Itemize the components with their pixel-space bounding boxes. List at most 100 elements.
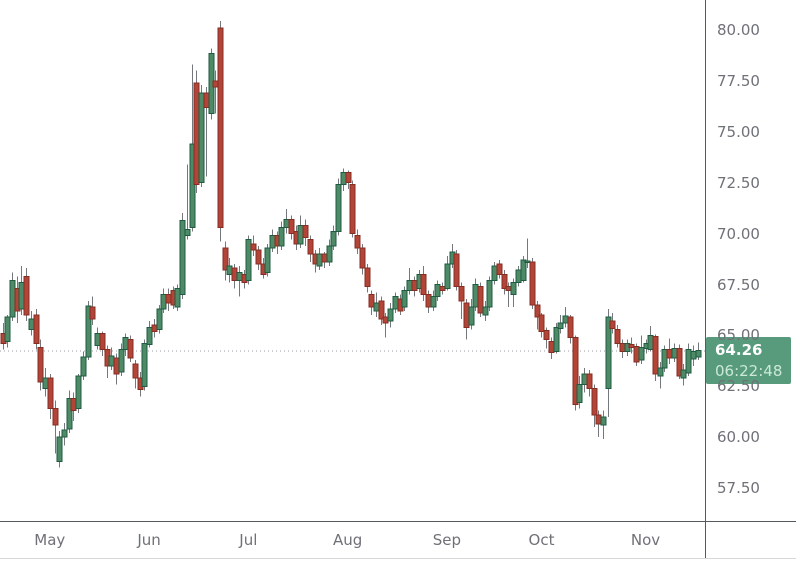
candle-up xyxy=(245,239,252,281)
candle-up xyxy=(264,247,271,273)
candle-down xyxy=(529,261,536,306)
candle-up xyxy=(605,316,612,389)
time-axis[interactable]: May Jun Jul Aug Sep Oct Nov xyxy=(0,521,796,558)
candle-up xyxy=(4,316,11,343)
candle-up xyxy=(661,349,668,369)
candle-down xyxy=(99,332,106,351)
candle-down xyxy=(458,286,465,302)
candle-up xyxy=(28,318,35,330)
candle-up xyxy=(146,326,153,346)
candle-up xyxy=(326,245,333,263)
candle-up xyxy=(179,219,186,296)
candle-up xyxy=(156,308,163,330)
candle-up xyxy=(373,302,380,312)
candle-up xyxy=(434,284,441,298)
candle-up xyxy=(330,231,337,247)
candle-up xyxy=(680,369,687,379)
candle-up xyxy=(236,271,243,281)
candle-up xyxy=(85,305,92,358)
candle-down xyxy=(33,314,40,345)
candle-up xyxy=(42,377,49,389)
candle-down xyxy=(307,239,314,255)
candle-down xyxy=(591,387,598,416)
candlestick-plot-area[interactable] xyxy=(0,0,705,521)
time-tick-label: Aug xyxy=(332,530,363,549)
candle-up xyxy=(553,326,560,353)
price-tick-label: 67.50 xyxy=(717,275,760,294)
candle-down xyxy=(609,320,616,329)
candle-down xyxy=(345,172,352,184)
candle-down xyxy=(288,218,295,235)
candle-up xyxy=(524,260,531,263)
candle-up xyxy=(600,416,607,426)
candle-up xyxy=(66,398,73,430)
candle-up xyxy=(430,296,437,308)
candle-down xyxy=(619,343,626,353)
candle-up xyxy=(141,343,148,387)
candle-down xyxy=(567,316,574,338)
candle-up xyxy=(401,290,408,308)
candle-down xyxy=(463,302,470,328)
candle-down xyxy=(628,344,635,349)
price-axis-separator-line xyxy=(705,0,706,558)
candle-up xyxy=(18,281,25,310)
candle-down xyxy=(89,306,96,320)
candle-up xyxy=(174,288,181,308)
candle-down xyxy=(652,335,659,375)
candle-down xyxy=(538,314,545,332)
candle-down xyxy=(425,294,432,308)
candle-up xyxy=(75,375,82,410)
last-price-value: 64.26 xyxy=(715,341,763,360)
price-tick-label: 60.00 xyxy=(717,428,760,447)
candle-down xyxy=(505,286,512,292)
candle-up xyxy=(226,265,233,275)
candle-up xyxy=(335,184,342,233)
candle-down xyxy=(496,263,503,275)
candle-up xyxy=(94,332,101,347)
time-tick-label: Jun xyxy=(137,530,161,549)
candle-down xyxy=(212,80,219,88)
candle-up xyxy=(198,92,205,184)
candle-up xyxy=(486,279,493,308)
candle-up xyxy=(160,294,167,310)
candle-down xyxy=(382,316,389,324)
candle-up xyxy=(189,143,196,228)
candle-up xyxy=(387,308,394,322)
time-tick-label: Sep xyxy=(432,530,462,549)
candle-down xyxy=(359,247,366,269)
price-tick-label: 57.50 xyxy=(717,479,760,498)
candle-down xyxy=(217,27,224,228)
candle-up xyxy=(491,265,498,281)
candle-up xyxy=(468,306,475,326)
candle-up xyxy=(690,351,697,360)
candle-down xyxy=(70,398,77,412)
price-tick-label: 80.00 xyxy=(717,21,760,39)
candle-up xyxy=(278,226,285,247)
candle-down xyxy=(250,243,257,251)
candlestick-chart[interactable] xyxy=(0,0,705,521)
candle-up xyxy=(444,263,451,290)
candle-up xyxy=(562,315,569,324)
candle-up xyxy=(297,224,304,245)
time-tick-label: May xyxy=(34,530,66,549)
candle-up xyxy=(671,348,678,359)
candle-down xyxy=(203,92,210,108)
time-tick-label: Oct xyxy=(528,530,555,549)
candle-up xyxy=(340,172,347,186)
price-axis[interactable]: 64.26 06:22:48 80.00 77.50 75.00 72.50 70.00… xyxy=(705,0,796,521)
candle-down xyxy=(231,267,238,281)
candle-down xyxy=(633,346,640,363)
candle-down xyxy=(302,224,309,239)
candle-down xyxy=(37,347,44,383)
candle-up xyxy=(557,322,564,329)
candle-up xyxy=(482,306,489,316)
price-tick-label: 77.50 xyxy=(717,71,760,90)
time-axis-separator-line xyxy=(0,521,796,522)
candle-down xyxy=(439,286,446,292)
candle-up xyxy=(283,218,290,228)
candle-down xyxy=(132,363,139,379)
candle-down xyxy=(354,235,361,249)
candle-down xyxy=(165,294,172,304)
candle-up xyxy=(638,347,645,361)
candle-down xyxy=(113,357,120,375)
